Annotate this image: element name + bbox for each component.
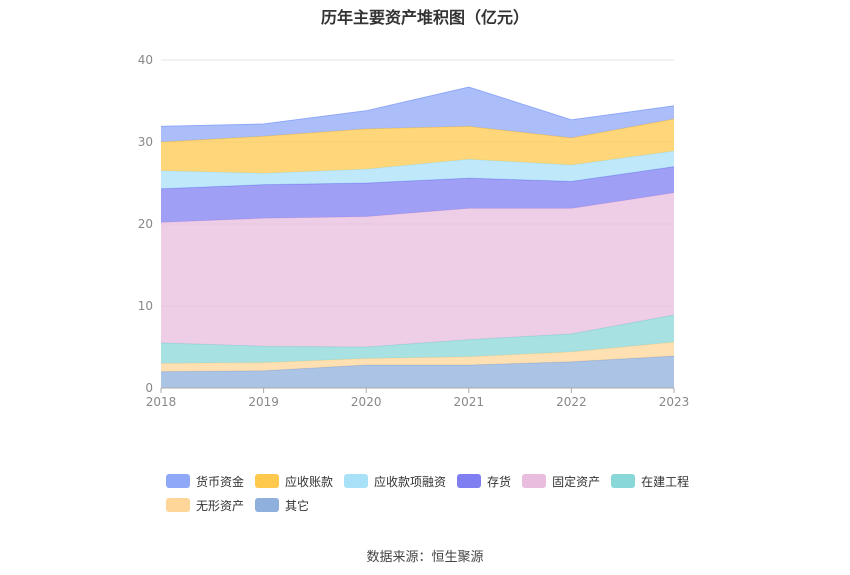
legend-item[interactable]: 存货 (457, 472, 511, 490)
legend-item[interactable]: 其它 (255, 496, 309, 514)
x-tick-label: 2022 (556, 395, 587, 409)
chart-title: 历年主要资产堆积图（亿元） (320, 8, 529, 27)
legend-label: 应收账款 (285, 474, 334, 489)
data-source: 数据来源：恒生聚源 (366, 550, 484, 565)
legend-label: 其它 (285, 498, 310, 513)
legend-swatch (457, 474, 482, 488)
area-series (161, 356, 674, 388)
area-series (161, 192, 674, 347)
y-tick-label: 30 (138, 135, 153, 149)
x-tick-label: 2019 (248, 395, 279, 409)
area-series (161, 119, 674, 174)
legend-swatch (166, 498, 190, 512)
legend-swatch (522, 474, 547, 488)
area-series (161, 151, 674, 189)
y-tick-label: 20 (138, 217, 153, 231)
area-series (161, 315, 674, 364)
legend-label: 存货 (487, 474, 512, 489)
y-tick-label: 40 (138, 53, 153, 67)
area-series (161, 87, 674, 142)
area-series (161, 166, 674, 223)
legend-label: 货币资金 (196, 474, 245, 489)
x-tick-label: 2018 (146, 395, 177, 409)
legend-item[interactable]: 货币资金 (166, 472, 244, 490)
legend-swatch (611, 474, 636, 488)
x-tick-label: 2020 (351, 395, 382, 409)
stacked-area-chart: 0 10 20 30 40 2018 2019 2020 2021 2022 2023 (138, 53, 690, 409)
legend-swatch (255, 474, 280, 488)
legend-swatch (166, 474, 190, 488)
legend-item[interactable]: 应收款项融资 (344, 472, 446, 490)
legend-item[interactable]: 应收账款 (255, 472, 333, 490)
legend-item[interactable]: 无形资产 (166, 496, 244, 514)
legend-item[interactable]: 固定资产 (522, 472, 600, 490)
legend-swatch (255, 498, 280, 512)
chart-legend: 货币资金 应收账款 应收款项融资 存货 固定资产 在建工程无形资产 其它 (166, 472, 706, 520)
legend-label: 固定资产 (552, 474, 601, 489)
legend-label: 在建工程 (641, 474, 690, 489)
y-tick-label: 10 (138, 299, 153, 313)
y-tick-label: 0 (145, 381, 153, 395)
area-series-edge (160, 86, 675, 127)
legend-item[interactable]: 在建工程 (611, 472, 689, 490)
legend-swatch (344, 474, 369, 488)
x-tick-label: 2023 (659, 395, 690, 409)
legend-label: 无形资产 (196, 498, 245, 513)
legend-label: 应收款项融资 (374, 474, 447, 489)
area-series (161, 342, 674, 372)
x-tick-label: 2021 (454, 395, 485, 409)
